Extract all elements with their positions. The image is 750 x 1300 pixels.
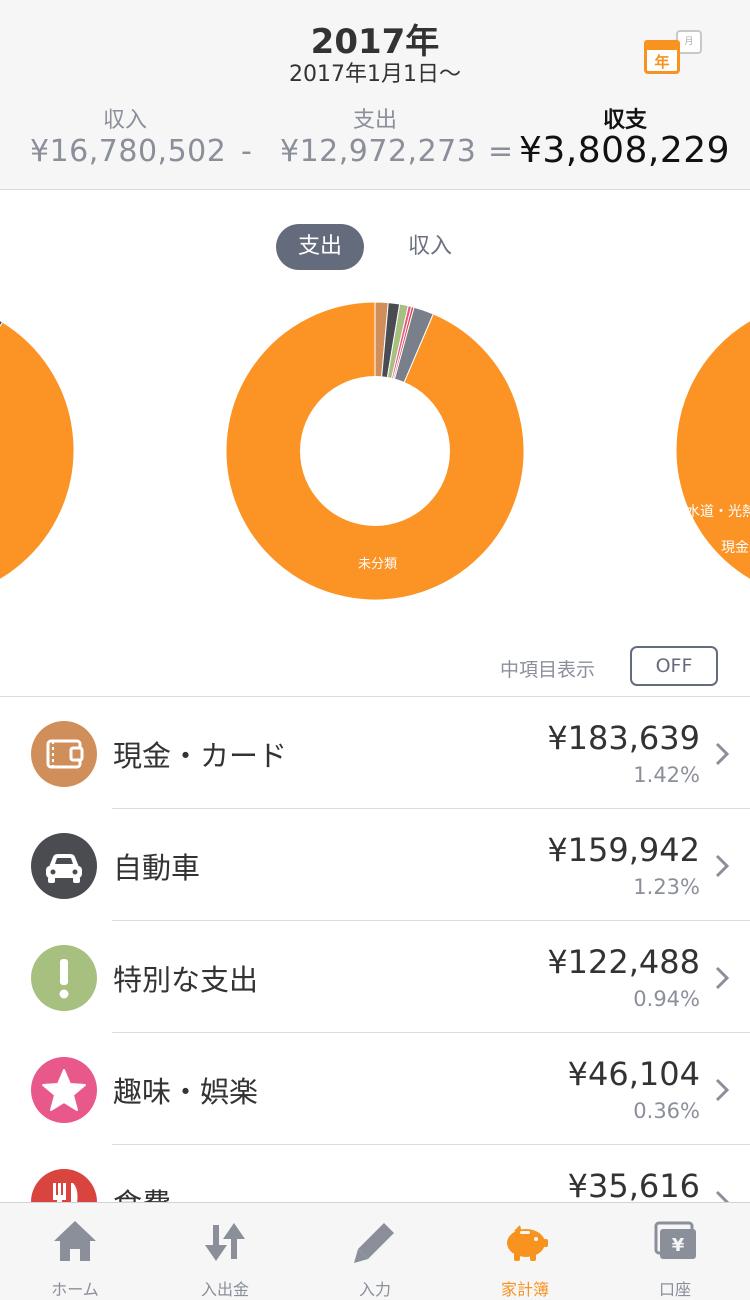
category-row-cash-card[interactable]: 現金・カード ¥183,639 1.42% xyxy=(0,697,750,809)
fork-knife-icon xyxy=(31,1169,97,1202)
previous-pie-chart[interactable] xyxy=(0,300,75,600)
category-row-hobby[interactable]: 趣味・娯楽 ¥46,104 0.36% xyxy=(0,1033,750,1145)
subitem-toggle-button[interactable]: OFF xyxy=(630,646,718,686)
next-pie-chart[interactable] xyxy=(675,300,750,600)
tab-label: 入出金 xyxy=(200,1280,249,1299)
balance-value: ¥3,808,229 xyxy=(518,130,731,171)
category-name: 自動車 xyxy=(113,851,201,885)
tab-household-book[interactable]: 家計簿 xyxy=(450,1203,600,1300)
segment-income[interactable]: 収入 xyxy=(407,234,452,259)
summary-header: 2017年 2017年1月1日〜 月 年 収入 ¥16,780,502 - 支出… xyxy=(0,0,750,190)
chevron-right-icon xyxy=(715,966,730,990)
category-row-special[interactable]: 特別な支出 ¥122,488 0.94% xyxy=(0,921,750,1033)
category-name: 特別な支出 xyxy=(113,963,259,997)
income-value: ¥16,780,502 xyxy=(30,134,227,169)
tab-label: ホーム xyxy=(51,1280,99,1299)
balance-label: 収支 xyxy=(602,108,647,133)
pie-chart-svg: 未分類 水道・光熱 現金 xyxy=(0,300,750,601)
chevron-right-icon xyxy=(715,742,730,766)
pie-slice-label-cash: 現金 xyxy=(721,540,749,556)
category-amount: ¥122,488 xyxy=(547,943,700,981)
category-amount: ¥35,616 xyxy=(567,1167,700,1202)
chevron-right-icon xyxy=(715,1078,730,1102)
category-name: 趣味・娯楽 xyxy=(113,1075,259,1109)
category-amount: ¥159,942 xyxy=(547,831,700,869)
category-percent: 0.94% xyxy=(633,987,700,1011)
category-percent: 0.36% xyxy=(633,1099,700,1123)
category-row-car[interactable]: 自動車 ¥159,942 1.23% xyxy=(0,809,750,921)
exclamation-icon xyxy=(31,945,97,1011)
pie-slice-label-uncategorized: 未分類 xyxy=(358,557,397,572)
tab-label: 入力 xyxy=(358,1280,391,1299)
home-icon xyxy=(54,1221,96,1261)
category-name: 食費 xyxy=(113,1181,171,1202)
category-percent: 1.42% xyxy=(633,763,700,787)
tab-label: 家計簿 xyxy=(500,1280,549,1299)
tab-accounts[interactable]: ¥ 口座 xyxy=(600,1203,750,1300)
pie-chart-carousel[interactable]: 未分類 水道・光熱 現金 xyxy=(0,290,750,620)
chevron-right-icon xyxy=(715,1190,730,1202)
year-title: 2017年 xyxy=(310,22,440,62)
donut-hole xyxy=(300,376,450,526)
tab-transactions[interactable]: 入出金 xyxy=(150,1203,300,1300)
category-amount: ¥46,104 xyxy=(567,1055,700,1093)
chevron-right-icon xyxy=(715,854,730,878)
pencil-icon xyxy=(354,1223,394,1263)
year-calendar-label: 年 xyxy=(654,53,670,71)
wallet-yen-icon: ¥ xyxy=(654,1221,696,1259)
pie-slice-label-utilities: 水道・光熱 xyxy=(686,504,750,520)
income-label: 収入 xyxy=(102,108,147,133)
piggy-bank-icon xyxy=(507,1225,548,1261)
tab-home[interactable]: ホーム xyxy=(0,1203,150,1300)
minus-sign: - xyxy=(241,134,252,169)
tab-label: 口座 xyxy=(658,1280,691,1299)
svg-text:¥: ¥ xyxy=(672,1235,685,1256)
category-name: 現金・カード xyxy=(113,739,288,773)
year-calendar-icon: 年 xyxy=(644,40,680,74)
date-range: 2017年1月1日〜 xyxy=(289,62,461,87)
category-row-food[interactable]: 食費 ¥35,616 xyxy=(0,1145,750,1202)
left-pie-slice-0 xyxy=(0,321,75,580)
right-pie-slice-8 xyxy=(675,320,750,580)
category-percent: 1.23% xyxy=(633,875,700,899)
wallet-icon xyxy=(31,721,97,787)
car-icon xyxy=(31,833,97,899)
type-segment-control: 支出 収入 xyxy=(0,224,750,270)
month-calendar-icon: 月 xyxy=(676,30,702,54)
expense-value: ¥12,972,273 xyxy=(280,134,477,169)
equals-sign: = xyxy=(488,134,514,169)
star-icon xyxy=(31,1057,97,1123)
subitem-display-label: 中項目表示 xyxy=(500,659,596,681)
transfer-arrows-icon xyxy=(205,1223,245,1261)
tab-input[interactable]: 入力 xyxy=(300,1203,450,1300)
expense-label: 支出 xyxy=(352,108,397,133)
category-amount: ¥183,639 xyxy=(547,719,700,757)
period-toggle-button[interactable]: 月 年 xyxy=(642,28,706,78)
bottom-tab-bar: ホーム 入出金 入力 家計簿 ¥ xyxy=(0,1202,750,1300)
left-pie-slice-3 xyxy=(0,320,4,327)
category-list: 現金・カード ¥183,639 1.42% 自動車 ¥159,942 1.23% xyxy=(0,696,750,1202)
segment-expense[interactable]: 支出 xyxy=(276,224,364,270)
